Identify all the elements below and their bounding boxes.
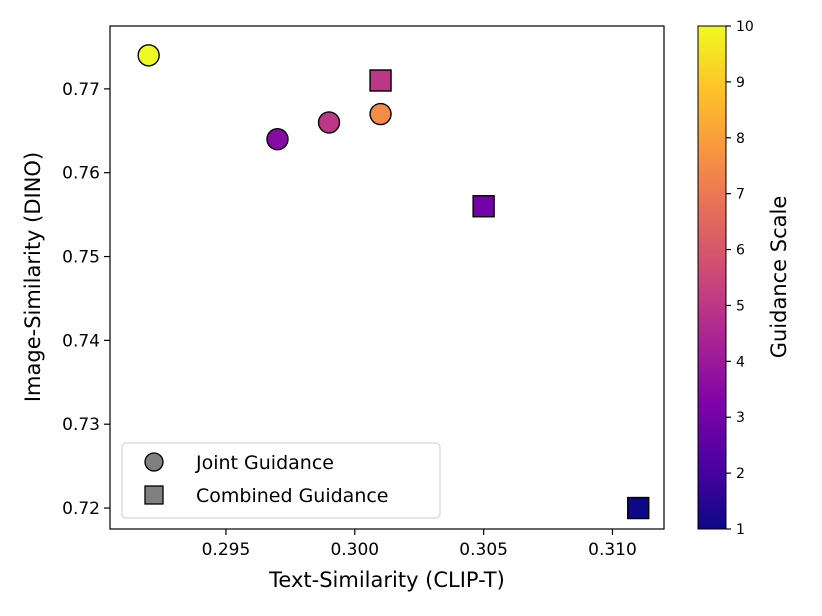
x-axis-title: Text-Similarity (CLIP-T)	[268, 568, 505, 592]
data-points	[137, 44, 650, 520]
y-tick-label: 0.72	[62, 499, 100, 519]
plot-frame	[109, 25, 665, 530]
legend-label-joint: Joint Guidance	[195, 452, 334, 474]
colorbar-tick-label: 1	[736, 522, 745, 538]
x-tick-label: 0.310	[588, 540, 637, 560]
y-tick-label: 0.75	[62, 248, 100, 268]
colorbar: 1 2 3 4 5 6 7 8 9 10 Guidance Scale	[697, 19, 791, 538]
colorbar-ticks: 1 2 3 4 5 6 7 8 9 10	[726, 19, 754, 538]
colorbar-gradient	[697, 25, 727, 530]
legend-box	[121, 442, 441, 519]
colorbar-tick-label: 5	[736, 298, 745, 314]
colorbar-tick-label: 7	[736, 187, 745, 203]
colorbar-title: Guidance Scale	[767, 196, 791, 359]
colorbar-tick-label: 3	[736, 410, 745, 426]
joint-guidance-point	[317, 111, 341, 134]
x-axis-ticks: 0.295 0.300 0.305 0.310	[202, 529, 637, 560]
joint-guidance-point	[137, 44, 160, 67]
combined-guidance-point	[369, 69, 392, 92]
colorbar-tick-label: 8	[736, 131, 745, 147]
legend-label-combined: Combined Guidance	[196, 485, 389, 507]
y-tick-label: 0.73	[62, 415, 100, 435]
colorbar-tick-label: 9	[736, 75, 745, 91]
colorbar-tick-label: 6	[736, 243, 745, 259]
x-tick-label: 0.305	[459, 540, 508, 560]
combined-guidance-point	[472, 195, 495, 218]
colorbar-tick-label: 2	[736, 466, 745, 482]
colorbar-tick-label: 10	[736, 19, 754, 35]
combined-guidance-point	[627, 496, 650, 520]
y-tick-label: 0.76	[62, 164, 100, 184]
joint-guidance-point	[266, 127, 289, 151]
legend-circle-marker	[144, 452, 164, 472]
legend-square-marker	[144, 485, 164, 505]
y-tick-label: 0.77	[62, 80, 100, 100]
x-tick-label: 0.295	[202, 540, 251, 560]
y-axis-title: Image-Similarity (DINO)	[21, 152, 45, 402]
legend: Joint Guidance Combined Guidance	[121, 442, 441, 519]
colorbar-tick-label: 4	[736, 354, 745, 370]
y-tick-label: 0.74	[62, 331, 100, 351]
joint-guidance-point	[369, 102, 392, 126]
y-axis-ticks: 0.72 0.73 0.74 0.75 0.76 0.77	[62, 80, 110, 519]
x-tick-label: 0.300	[330, 540, 379, 560]
